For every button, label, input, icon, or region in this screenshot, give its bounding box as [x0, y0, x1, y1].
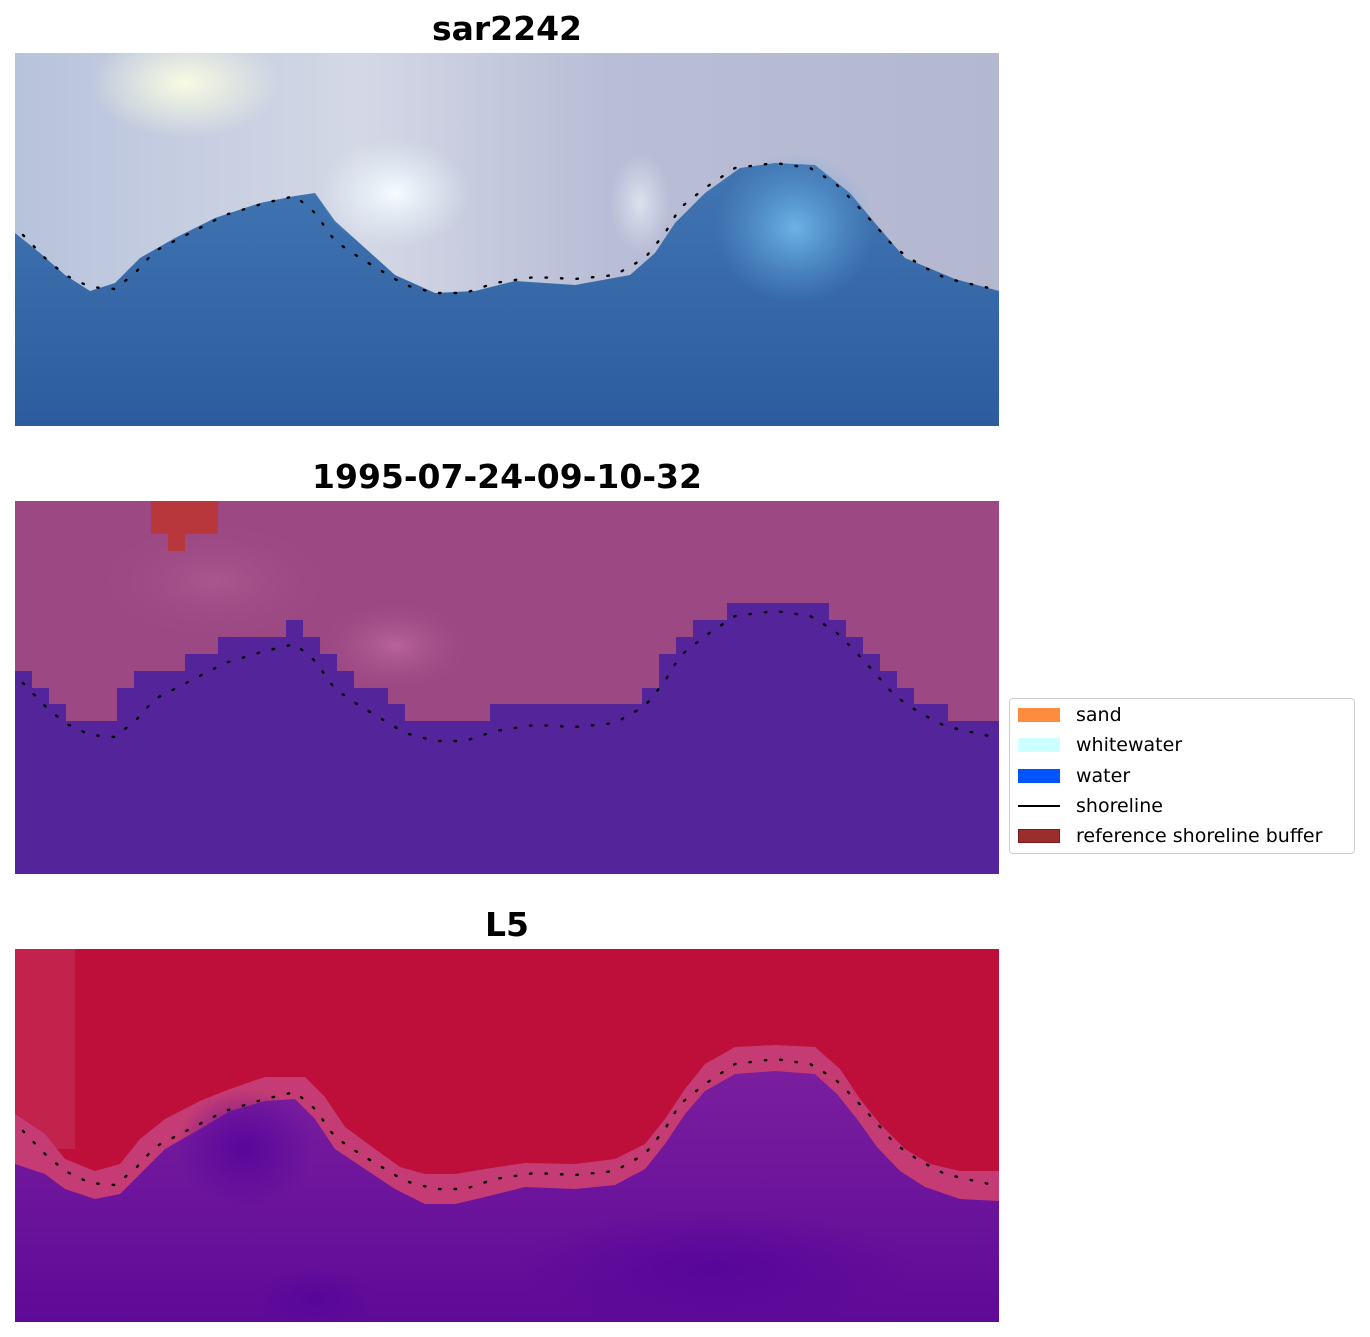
legend-label-whitewater: whitewater [1076, 734, 1183, 756]
legend-swatch-water [1018, 769, 1060, 783]
legend-item-water: water [1010, 764, 1354, 788]
legend-item-buffer: reference shoreline buffer [1010, 824, 1354, 848]
legend-item-shoreline: shoreline [1010, 794, 1354, 818]
panel-title-probability: L5 [485, 905, 529, 944]
legend-label-buffer: reference shoreline buffer [1076, 825, 1323, 847]
legend-label-shoreline: shoreline [1076, 795, 1163, 817]
buffer-patch [151, 501, 218, 551]
classified-image [15, 501, 999, 874]
legend-swatch-sand [1018, 708, 1060, 722]
legend-line-shoreline [1018, 805, 1060, 807]
probability-image [15, 949, 999, 1322]
legend-label-sand: sand [1076, 704, 1122, 726]
legend-label-water: water [1076, 765, 1131, 787]
rgb-satellite-image [15, 53, 999, 426]
legend-swatch-whitewater [1018, 738, 1060, 752]
legend: sand whitewater water shoreline referenc… [1009, 698, 1355, 854]
legend-swatch-buffer [1018, 829, 1060, 843]
legend-item-sand: sand [1010, 703, 1354, 727]
panel-title-rgb: sar2242 [431, 9, 583, 48]
panel-title-classified: 1995-07-24-09-10-32 [312, 457, 702, 496]
water-class [15, 603, 999, 874]
legend-item-whitewater: whitewater [1010, 733, 1354, 757]
